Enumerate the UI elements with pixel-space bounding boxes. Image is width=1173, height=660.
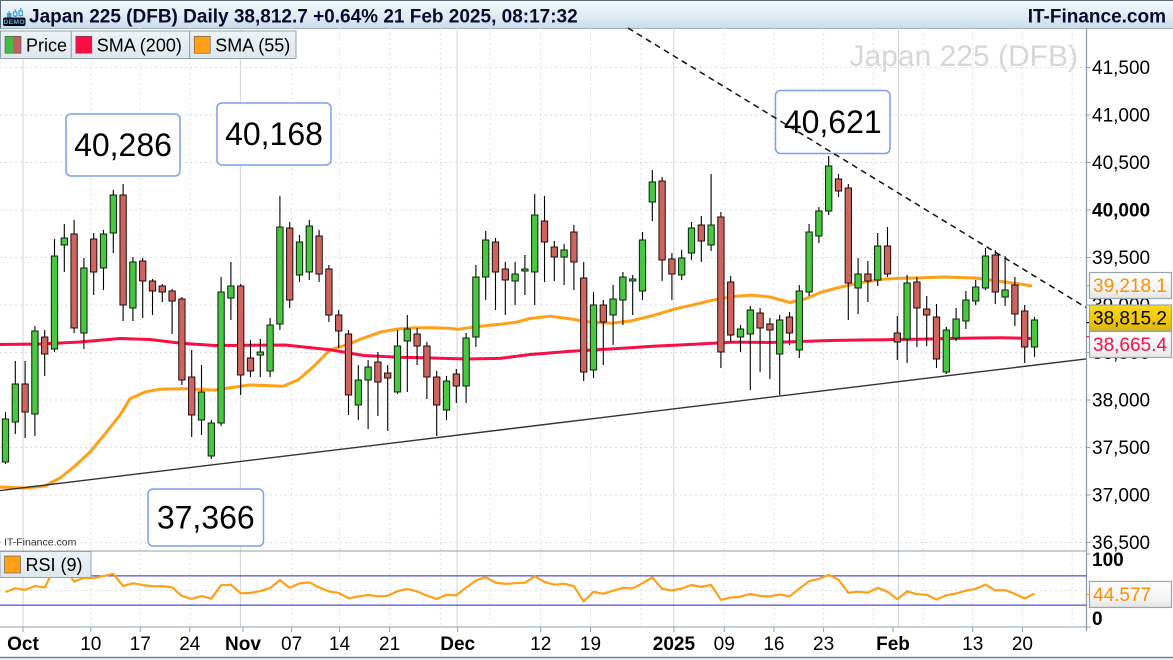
svg-text:41,500: 41,500	[1092, 58, 1150, 79]
svg-text:38,000: 38,000	[1092, 391, 1150, 412]
svg-text:Price: Price	[26, 35, 67, 55]
svg-text:40,500: 40,500	[1092, 153, 1150, 174]
svg-text:40,286: 40,286	[74, 127, 172, 163]
svg-text:Japan 225 (DFB) Daily 38,812.7: Japan 225 (DFB) Daily 38,812.7 +0.64% 21…	[29, 7, 578, 28]
svg-text:21: 21	[379, 634, 400, 655]
svg-text:40,168: 40,168	[225, 116, 323, 152]
svg-text:12: 12	[530, 634, 551, 655]
svg-text:17: 17	[130, 634, 151, 655]
svg-text:41,000: 41,000	[1092, 106, 1150, 127]
svg-text:23: 23	[813, 634, 834, 655]
svg-text:100: 100	[1092, 550, 1124, 571]
svg-text:37,366: 37,366	[157, 500, 255, 536]
svg-text:38,815.2: 38,815.2	[1093, 309, 1167, 330]
svg-text:40,000: 40,000	[1092, 201, 1150, 222]
svg-text:RSI (9): RSI (9)	[26, 555, 83, 575]
svg-text:Oct: Oct	[7, 634, 39, 655]
svg-text:07: 07	[281, 634, 302, 655]
svg-text:16: 16	[763, 634, 784, 655]
svg-text:09: 09	[714, 634, 735, 655]
svg-text:IT-Finance.com: IT-Finance.com	[1028, 7, 1166, 28]
svg-text:37,000: 37,000	[1092, 486, 1150, 507]
svg-text:DEMO: DEMO	[3, 19, 25, 26]
svg-text:Japan 225 (DFB): Japan 225 (DFB)	[850, 40, 1078, 73]
svg-text:IT-Finance.com: IT-Finance.com	[4, 537, 77, 549]
svg-text:10: 10	[80, 634, 101, 655]
svg-text:19: 19	[580, 634, 601, 655]
svg-text:SMA (55): SMA (55)	[215, 35, 290, 55]
svg-text:39,218.1: 39,218.1	[1093, 276, 1167, 297]
svg-text:Dec: Dec	[440, 634, 475, 655]
svg-text:2025: 2025	[653, 634, 696, 655]
svg-text:38,665.4: 38,665.4	[1093, 335, 1167, 356]
svg-text:44.577: 44.577	[1093, 585, 1151, 606]
svg-text:0: 0	[1092, 609, 1103, 630]
svg-text:39,500: 39,500	[1092, 248, 1150, 269]
svg-text:Feb: Feb	[876, 634, 910, 655]
svg-text:40,621: 40,621	[784, 104, 882, 140]
svg-text:SMA (200): SMA (200)	[97, 35, 182, 55]
svg-text:Nov: Nov	[225, 634, 261, 655]
svg-text:14: 14	[329, 634, 351, 655]
svg-text:36,500: 36,500	[1092, 533, 1150, 554]
svg-text:24: 24	[179, 634, 201, 655]
svg-text:20: 20	[1012, 634, 1033, 655]
svg-text:13: 13	[962, 634, 983, 655]
svg-text:37,500: 37,500	[1092, 438, 1150, 459]
